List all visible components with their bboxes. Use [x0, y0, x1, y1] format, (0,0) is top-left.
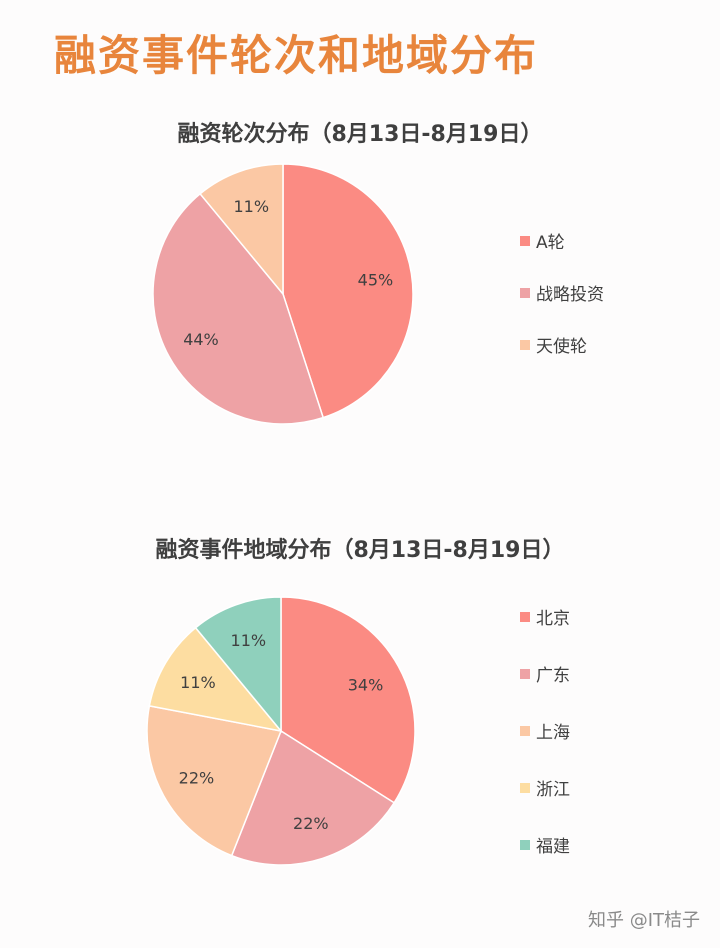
watermark: 知乎 @IT桔子 — [587, 910, 700, 931]
legend-label: 天使轮 — [536, 337, 587, 357]
chart-title: 融资事件地域分布（8月13日-8月19日） — [155, 538, 565, 563]
legend-item: 北京 — [520, 604, 570, 629]
legend-swatch — [520, 287, 530, 298]
pie-slice-上海 — [146, 705, 283, 857]
data-label: 11% — [180, 673, 216, 692]
legend-label: 广东 — [536, 666, 570, 686]
chart-title: 融资轮次分布（8月13日-8月19日） — [177, 122, 543, 147]
legend-label: 战略投资 — [536, 285, 604, 305]
pie-slice-战略投资 — [152, 192, 325, 425]
data-label: 22% — [293, 814, 329, 833]
pie-slice-浙江 — [148, 626, 283, 733]
data-label: 11% — [231, 631, 267, 650]
legend-swatch — [520, 611, 530, 622]
data-label: 34% — [348, 676, 384, 695]
legend-label: A轮 — [536, 233, 565, 253]
legend-swatch — [520, 725, 530, 736]
pie-slice-福建 — [194, 596, 282, 734]
legend-item: 广东 — [520, 661, 570, 686]
page-title: 融资事件轮次和地域分布 — [54, 31, 539, 80]
legend-label: 北京 — [536, 609, 570, 629]
legend-swatch — [520, 339, 530, 350]
pie-slice-天使轮 — [199, 163, 284, 297]
legend-swatch — [520, 235, 530, 246]
legend-label: 福建 — [536, 837, 570, 857]
legend-label: 上海 — [536, 723, 570, 743]
legend-item: 上海 — [520, 718, 570, 743]
data-label: 22% — [179, 768, 215, 787]
legend-swatch — [520, 668, 530, 679]
legend-item: 天使轮 — [520, 332, 587, 357]
pie-slice-A轮 — [282, 163, 414, 419]
data-label: 45% — [358, 270, 394, 289]
legend-item: A轮 — [520, 228, 565, 253]
legend-swatch — [520, 839, 530, 850]
legend-swatch — [520, 782, 530, 793]
pie-slice-北京 — [280, 596, 416, 804]
data-label: 44% — [183, 330, 219, 349]
legend-item: 战略投资 — [520, 280, 604, 305]
legend-item: 浙江 — [520, 775, 570, 800]
pie-slice-广东 — [230, 729, 396, 866]
legend-item: 福建 — [520, 832, 570, 857]
data-label: 11% — [234, 197, 270, 216]
legend-label: 浙江 — [536, 780, 570, 800]
